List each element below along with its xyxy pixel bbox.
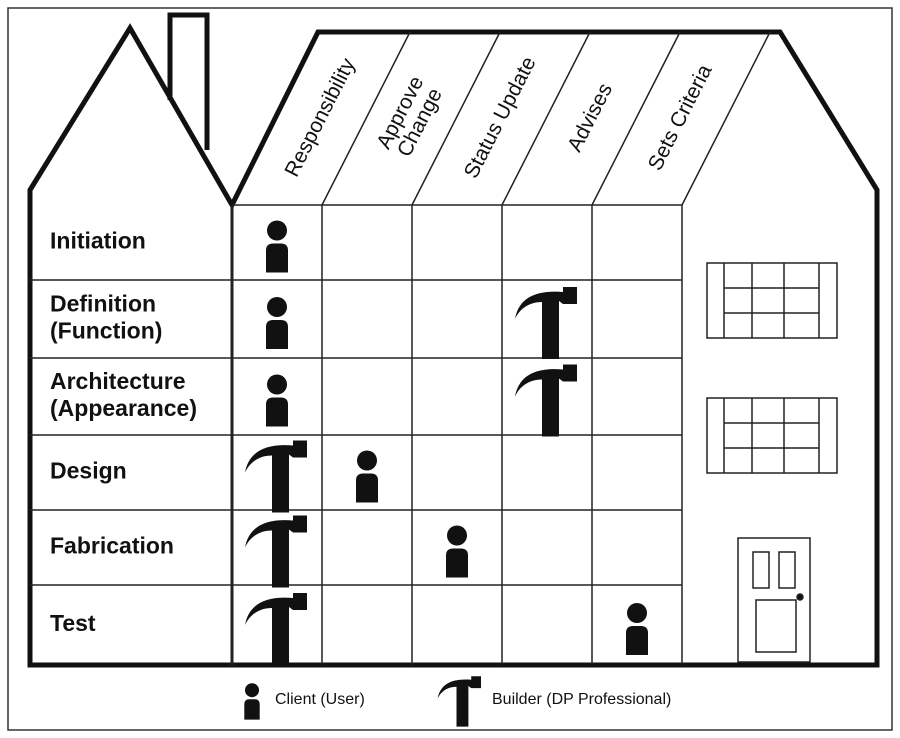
row-label: Fabrication: [50, 533, 174, 559]
legend-label: Client (User): [275, 691, 365, 708]
hammer: [245, 593, 307, 665]
window: [706, 262, 838, 339]
client-head: [267, 220, 287, 241]
client-body: [266, 320, 288, 349]
builder-icon: [245, 515, 307, 588]
client-icon: [356, 450, 378, 503]
client-body: [266, 397, 288, 427]
row-label: Test: [50, 610, 96, 636]
header-divider: [411, 31, 501, 206]
row-label: (Function): [50, 318, 162, 344]
window: [706, 397, 838, 474]
icons: [244, 220, 648, 727]
house-outline: [27, 23, 880, 668]
client-head: [245, 683, 259, 698]
client-icon: [244, 683, 260, 720]
builder-icon: [515, 287, 577, 359]
builder-icon: [245, 593, 307, 665]
client-icon: [626, 603, 648, 655]
hammer: [245, 440, 307, 513]
builder-icon: [245, 440, 307, 513]
hammer: [515, 364, 577, 437]
row-label: Architecture: [50, 368, 185, 394]
client-body: [356, 473, 378, 503]
client-body: [446, 548, 468, 578]
legend: Client (User) Builder (DP Professional): [275, 691, 671, 708]
hammer: [515, 287, 577, 359]
client-head: [357, 450, 377, 471]
row-label: Design: [50, 458, 127, 484]
header-divider: [501, 31, 591, 206]
client-icon: [446, 525, 468, 578]
client-icon: [266, 297, 288, 349]
client-body: [244, 699, 260, 720]
frame: [7, 7, 893, 731]
header-divider: [321, 31, 411, 206]
builder-icon: [515, 364, 577, 437]
client-head: [627, 603, 647, 623]
client-head: [267, 374, 287, 395]
legend-label: Builder (DP Professional): [492, 691, 671, 708]
client-head: [447, 525, 467, 546]
client-body: [626, 626, 648, 655]
header-divider: [681, 31, 771, 206]
builder-icon: [437, 676, 481, 727]
header-divider: [591, 31, 681, 206]
client-icon: [266, 374, 288, 427]
hammer: [245, 515, 307, 588]
grid: [30, 31, 771, 665]
row-label: Initiation: [50, 228, 146, 254]
client-head: [267, 297, 287, 317]
hammer: [437, 676, 481, 727]
chimney: [167, 12, 210, 150]
client-body: [266, 243, 288, 273]
row-label: (Appearance): [50, 395, 197, 421]
door: [737, 537, 811, 663]
client-icon: [266, 220, 288, 273]
row-label: Definition: [50, 291, 156, 317]
